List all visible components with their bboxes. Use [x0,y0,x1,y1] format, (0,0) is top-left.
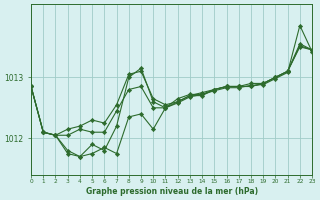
X-axis label: Graphe pression niveau de la mer (hPa): Graphe pression niveau de la mer (hPa) [85,187,258,196]
